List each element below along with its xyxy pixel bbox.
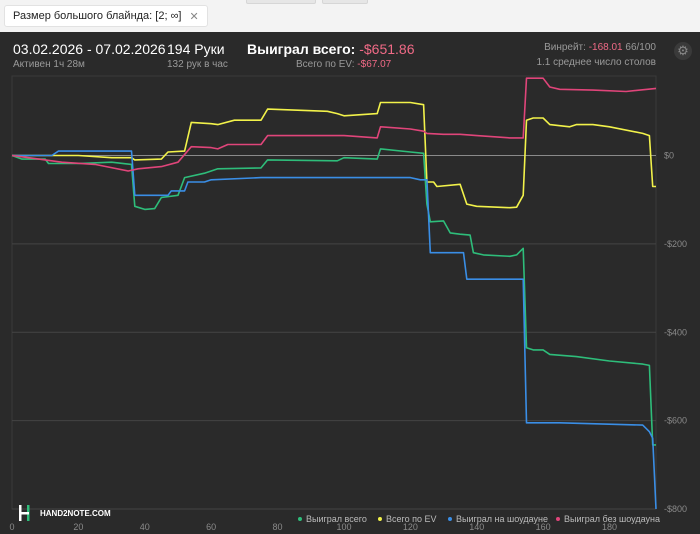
tab-stub [246,0,316,4]
winrate-block: Винрейт: -168.01 66/100 1.1 среднее числ… [536,42,656,68]
winrate-label: Винрейт: [544,42,586,53]
y-tick-label: -$800 [664,504,687,514]
x-tick-label: 20 [73,522,83,532]
hands-count: 194 Руки [167,41,225,57]
won-total-label: Выиграл всего: [247,41,356,57]
hands-per-hour: 132 рук в час [167,59,228,70]
y-tick-label: $0 [664,151,674,161]
legend-marker [556,517,560,521]
x-tick-label: 140 [469,522,484,532]
active-time: Активен 1ч 28м [13,59,85,70]
avg-tables: 1.1 среднее число столов [536,57,656,68]
graph-panel: 03.02.2026 - 07.02.2026 Активен 1ч 28м 1… [0,32,700,534]
series-line-non_showdown [11,77,657,172]
series-line-ev [12,101,656,209]
chart-series [11,77,657,510]
chart-legend: Выиграл всего Всего по EV Выиграл на шоуда… [298,514,660,524]
legend-label[interactable]: Выиграл на шоудауне [456,514,548,524]
x-tick-label: 40 [140,522,150,532]
x-tick-label: 180 [602,522,617,532]
filter-label: Размер большого блайнда: [2; ∞] [13,10,182,22]
legend-label[interactable]: Выиграл всего [306,514,367,524]
filter-chip[interactable]: Размер большого блайнда: [2; ∞] ✕ [4,5,208,27]
ev-total: Всего по EV: -$67.07 [296,59,391,70]
ev-label: Всего по EV: [296,59,355,70]
y-axis-labels: $0 -$200 -$400 -$600 -$800 [664,151,687,514]
series-line-showdown [12,150,657,510]
x-tick-label: 120 [403,522,418,532]
h2n-logo-icon [19,505,30,521]
winnings-chart: $0 -$200 -$400 -$600 -$800 0 20 40 60 80 100 120 14… [9,75,687,532]
won-total: Выиграл всего: -$651.86 [247,41,415,57]
winrate-value: -168.01 [588,42,623,53]
x-axis-labels: 0 20 40 60 80 100 120 140 160 180 [9,522,617,532]
legend-label[interactable]: Выиграл без шоудауна [564,514,660,524]
filter-bar: Размер большого блайнда: [2; ∞] ✕ [0,0,700,30]
gear-icon[interactable]: ⚙ [674,42,692,60]
y-tick-label: -$400 [664,327,687,337]
legend-label[interactable]: Всего по EV [386,514,436,524]
close-icon[interactable]: ✕ [189,10,199,23]
legend-marker [378,517,382,521]
tab-stub [322,0,368,4]
brand-logo: HAND2NOTE.COM [19,505,111,521]
x-tick-label: 160 [536,522,551,532]
date-range: 03.02.2026 - 07.02.2026 [13,41,166,57]
x-tick-label: 0 [9,522,14,532]
logo-text: HAND2NOTE.COM [40,509,111,518]
chart-grid [11,75,657,510]
x-tick-label: 80 [273,522,283,532]
ev-value: -$67.07 [357,59,392,70]
legend-marker [298,517,302,521]
winrate: Винрейт: -168.01 66/100 [536,42,656,53]
x-tick-label: 100 [336,522,351,532]
series-line-won [11,148,656,446]
won-total-value: -$651.86 [359,41,415,57]
x-tick-label: 60 [206,522,216,532]
y-tick-label: -$600 [664,416,687,426]
winrate-count: 66/100 [625,42,656,53]
y-tick-label: -$200 [664,239,687,249]
legend-marker [448,517,452,521]
plot-frame [11,75,657,510]
